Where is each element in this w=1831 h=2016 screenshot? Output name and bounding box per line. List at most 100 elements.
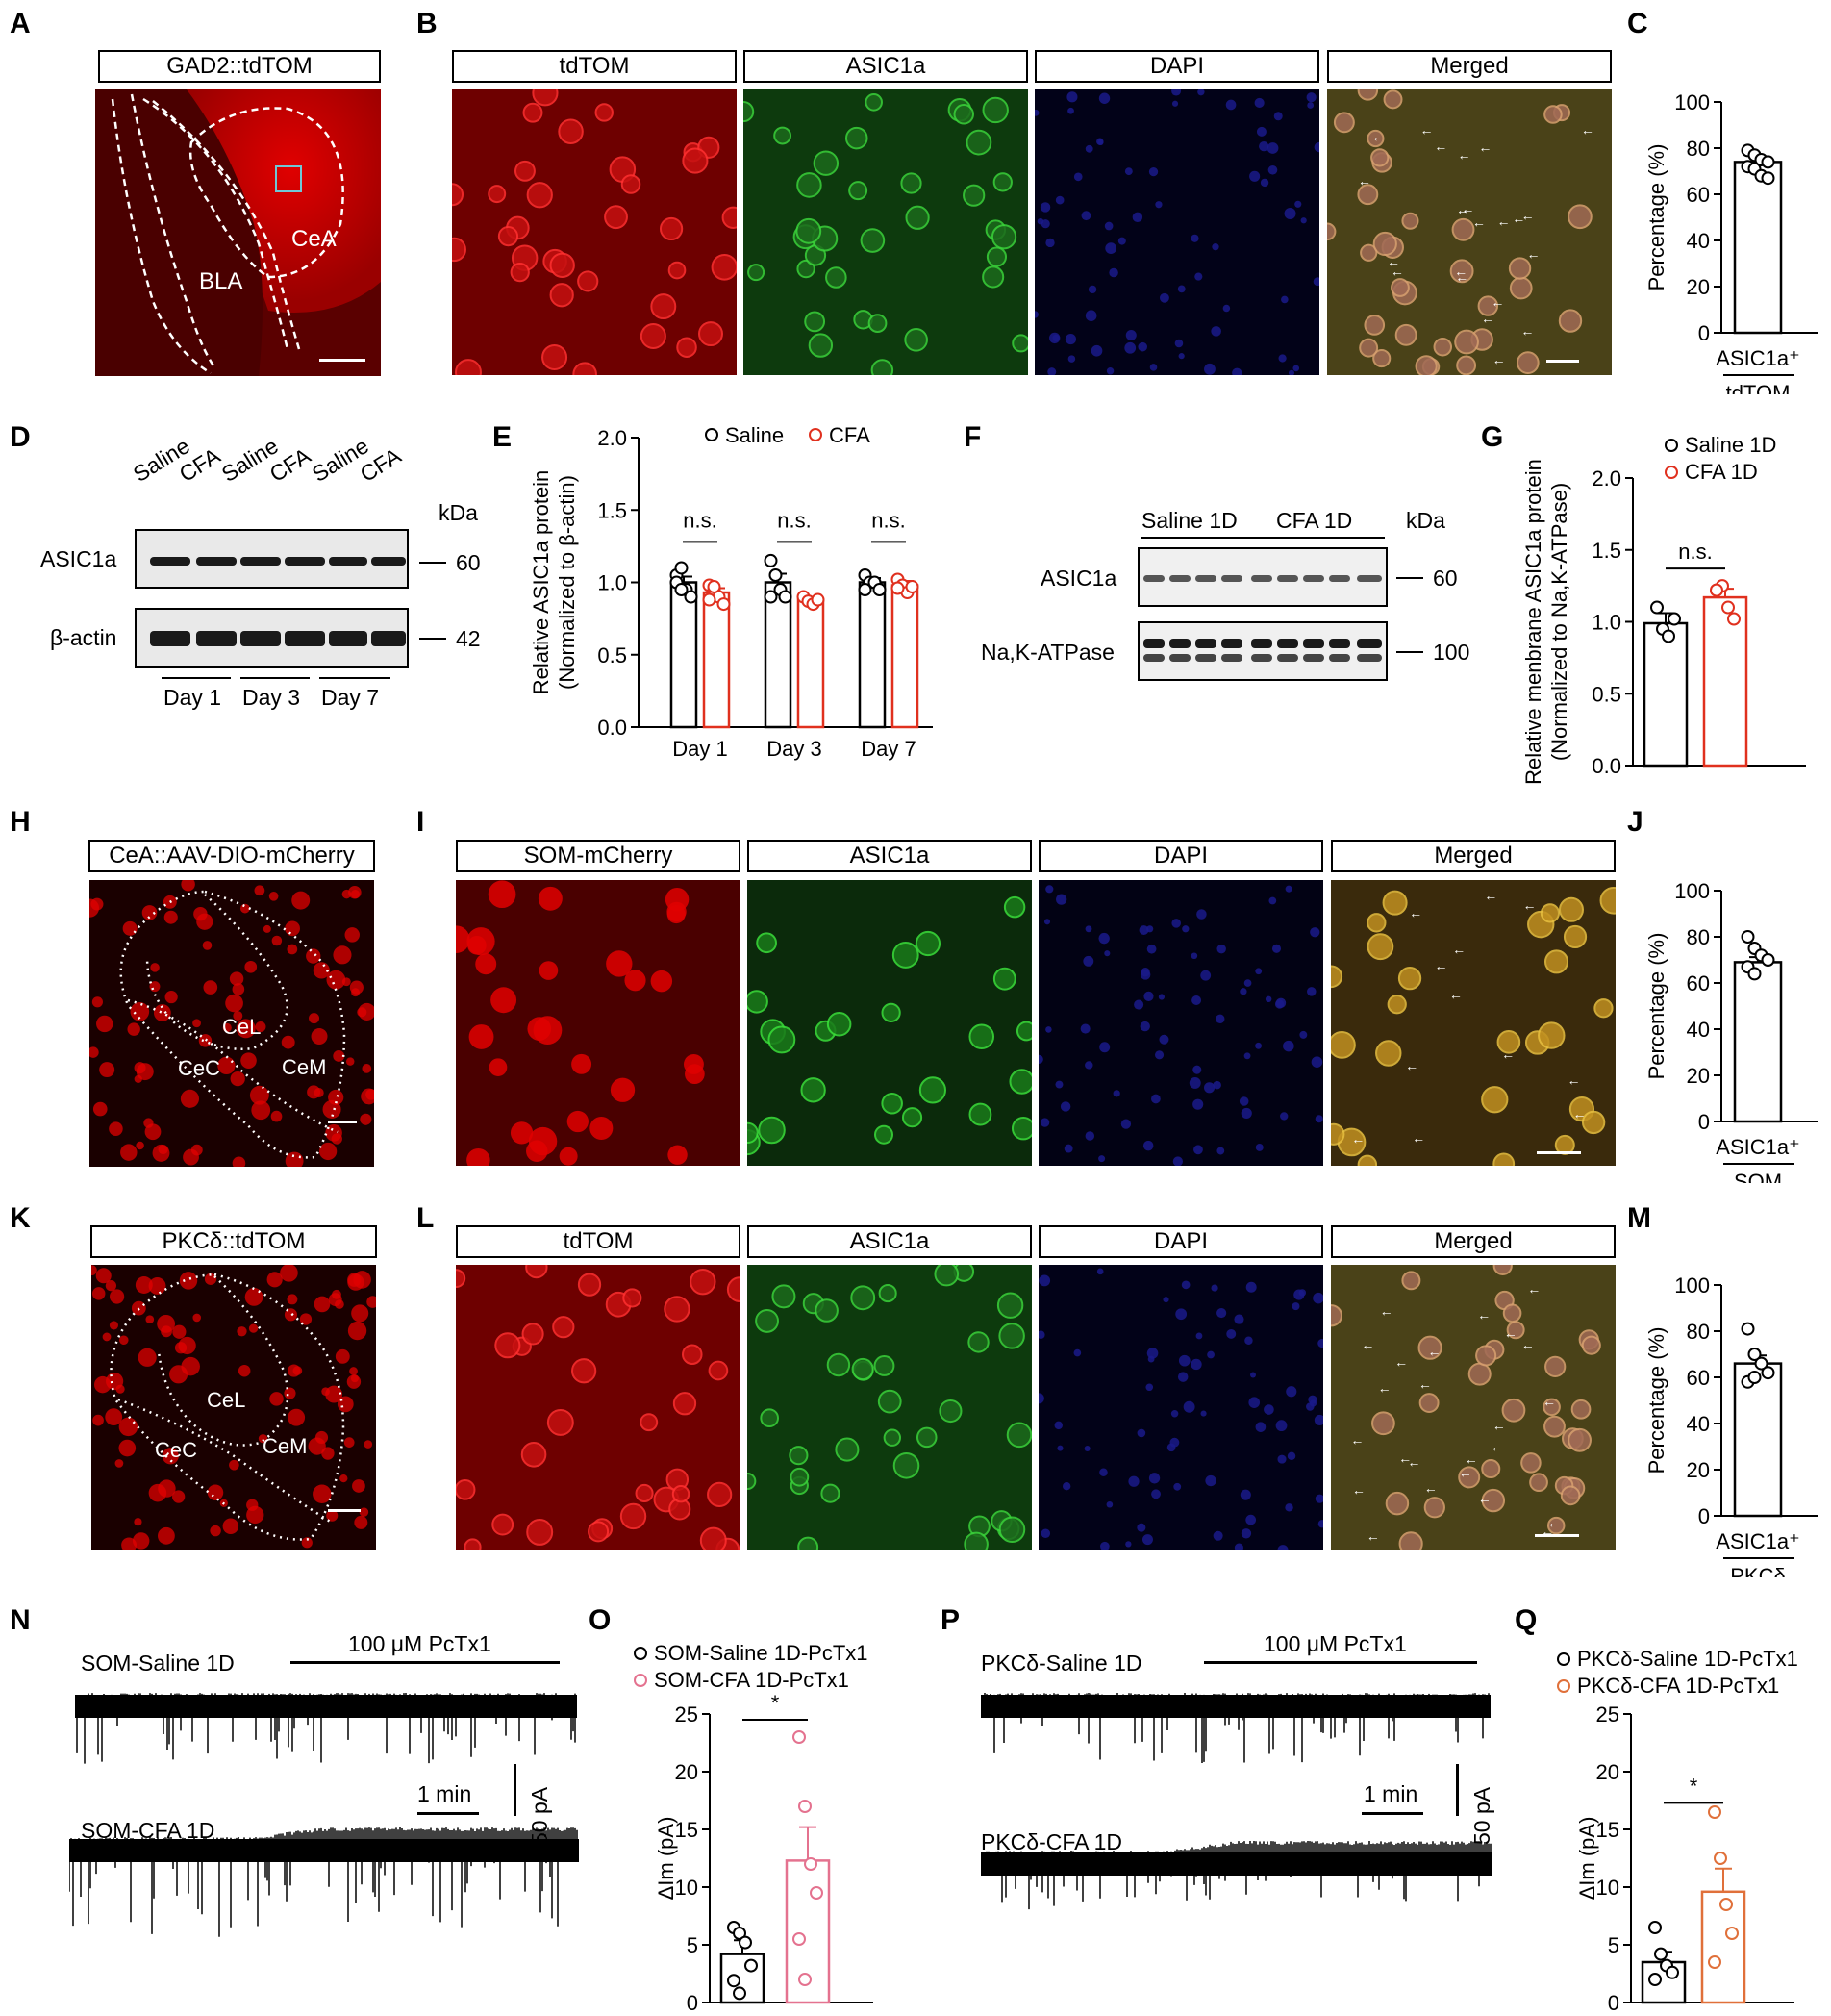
y-tick-label: 1.5 <box>1592 539 1621 563</box>
y-axis-label: Relative ASIC1a protein <box>529 470 553 695</box>
panel-h-label-cec: CeC <box>178 1056 221 1080</box>
legend-marker <box>634 1647 647 1660</box>
y-tick-label: 60 <box>1687 1366 1710 1390</box>
panel-a-image-amygdala: CeA BLA <box>95 89 381 376</box>
bar <box>702 591 731 729</box>
data-point <box>1761 953 1775 967</box>
arrow-marker: ← <box>1496 214 1511 230</box>
panel-i-header-asic1a: ASIC1a <box>747 840 1032 872</box>
panel-k-header: PKCδ::tdTOM <box>90 1225 377 1258</box>
panel-n-drug-bar <box>290 1661 560 1664</box>
y-tick-label: 15 <box>675 1818 698 1842</box>
data-point <box>1747 1371 1762 1384</box>
arrow-marker: ← <box>1454 264 1468 280</box>
panel-b-header-tdtom: tdTOM <box>452 50 737 83</box>
panel-n-drug-label: 100 μM PcTx1 <box>348 1631 491 1656</box>
data-point <box>707 580 721 594</box>
panel-p-drug-label: 100 μM PcTx1 <box>1264 1631 1407 1656</box>
y-tick-label: 0.0 <box>597 716 627 740</box>
legend-marker <box>634 1674 647 1687</box>
bar <box>1733 961 1783 1123</box>
data-point <box>1668 612 1681 626</box>
significance-label: * <box>1690 1774 1698 1798</box>
arrow-marker: ← <box>1351 1482 1366 1499</box>
panel-h-label-cel: CeL <box>222 1015 262 1039</box>
arrow-marker: ← <box>1520 207 1535 223</box>
panel-d-row-actin: β-actin <box>50 625 117 650</box>
panel-l-image-dapi <box>1039 1265 1323 1550</box>
y-tick-label: 2.0 <box>1592 466 1621 491</box>
panel-i-scale-bar <box>1537 1151 1581 1154</box>
arrow-marker: ← <box>1456 202 1470 218</box>
y-axis-label: Percentage (%) <box>1644 1327 1668 1474</box>
panel-i-header-dapi: DAPI <box>1039 840 1323 872</box>
panel-d-marker-42: 42 <box>456 626 481 651</box>
arrow-marker: ← <box>1407 1453 1421 1470</box>
arrow-marker: ← <box>1419 121 1434 138</box>
arrow-marker: ← <box>1501 1046 1516 1062</box>
panel-f-marker-100: 100 <box>1433 640 1470 665</box>
data-point <box>764 553 778 567</box>
data-point <box>872 583 887 597</box>
significance-label: n.s. <box>777 508 811 532</box>
arrow-marker: ← <box>1366 1527 1380 1544</box>
panel-l-image-tdtom <box>456 1265 740 1550</box>
panel-m-chart: 0 20 40 60 80 100 Percentage (%) ASIC1a⁺ PKCδ <box>1644 1273 1818 1577</box>
data-point <box>764 590 778 604</box>
panel-p-trace-cfa <box>981 1841 1492 1910</box>
panel-letter-c: C <box>1627 8 1648 39</box>
panel-h-image-cea: CeL CeC CeM <box>89 880 374 1167</box>
arrow-marker: ← <box>1398 1450 1413 1467</box>
y-tick-label: 20 <box>1687 1064 1710 1088</box>
y-tick-label: 0 <box>1698 321 1710 345</box>
y-tick-label: 5 <box>687 1933 698 1957</box>
legend-marker <box>809 428 822 441</box>
y-tick-label: 20 <box>1687 275 1710 299</box>
significance-label: n.s. <box>683 508 716 532</box>
panel-f-row-asic1a: ASIC1a <box>1041 566 1117 591</box>
legend-marker <box>705 428 718 441</box>
y-axis-label: Percentage (%) <box>1644 933 1668 1080</box>
panel-h-header: CeA::AAV-DIO-mCherry <box>88 840 375 872</box>
panel-i-image-dapi <box>1039 880 1323 1166</box>
y-tick-label: 15 <box>1596 1818 1619 1842</box>
panel-j-chart: 0 20 40 60 80 100 Percentage (%) ASIC1a⁺ SOM <box>1644 879 1818 1183</box>
significance-label: * <box>771 1691 780 1715</box>
y-tick-label: 100 <box>1674 1273 1710 1298</box>
y-tick-label: 0 <box>1608 1991 1619 2015</box>
panel-b-header-dapi: DAPI <box>1035 50 1319 83</box>
bar <box>1733 161 1783 335</box>
bar <box>796 598 825 729</box>
y-tick-label: 80 <box>1687 137 1710 161</box>
arrow-marker: ← <box>1471 214 1486 230</box>
y-tick-label: 0 <box>687 1991 698 2015</box>
panel-e-chart: 0.0 0.5 1.0 1.5 2.0 Day 1 n.s. Day 3 n.s. Day 7 n.… <box>529 423 933 761</box>
panel-n-trace2-label: SOM-CFA 1D <box>81 1818 215 1843</box>
data-point <box>674 583 689 597</box>
panel-d-blot-actin <box>135 608 409 668</box>
arrow-marker: ← <box>1477 1306 1492 1323</box>
panel-h-label-cem: CeM <box>282 1055 327 1079</box>
data-point <box>1761 155 1775 169</box>
y-tick-label: 100 <box>1674 879 1710 903</box>
data-point <box>792 1932 806 1946</box>
data-point <box>1754 1356 1768 1371</box>
panel-q-chart: 0 5 10 15 20 25 * ΔIm (pA) PKCδ-Saline 1D-PcTx1 P… <box>1557 1647 1798 2015</box>
panel-b-image-asic1a <box>743 89 1028 375</box>
panel-letter-m: M <box>1627 1202 1651 1234</box>
panel-d-blot-asic1a <box>135 529 409 589</box>
arrow-marker: ← <box>1379 1303 1393 1320</box>
panel-k-label-cec: CeC <box>155 1438 198 1462</box>
bar <box>669 581 698 729</box>
y-axis-label: (Normalized to Na,K-ATPase) <box>1547 483 1571 761</box>
data-point <box>727 1974 740 1988</box>
data-point <box>1747 1348 1762 1361</box>
x-category-label: ASIC1a⁺ <box>1716 1135 1799 1159</box>
data-point <box>1662 629 1675 643</box>
arrow-marker: ← <box>1351 1131 1366 1147</box>
panel-k-label-cem: CeM <box>263 1434 308 1458</box>
panel-i-header-som-mcherry: SOM-mCherry <box>456 840 740 872</box>
panel-letter-p: P <box>941 1604 961 1636</box>
data-point <box>1747 967 1762 981</box>
y-tick-label: 60 <box>1687 971 1710 995</box>
